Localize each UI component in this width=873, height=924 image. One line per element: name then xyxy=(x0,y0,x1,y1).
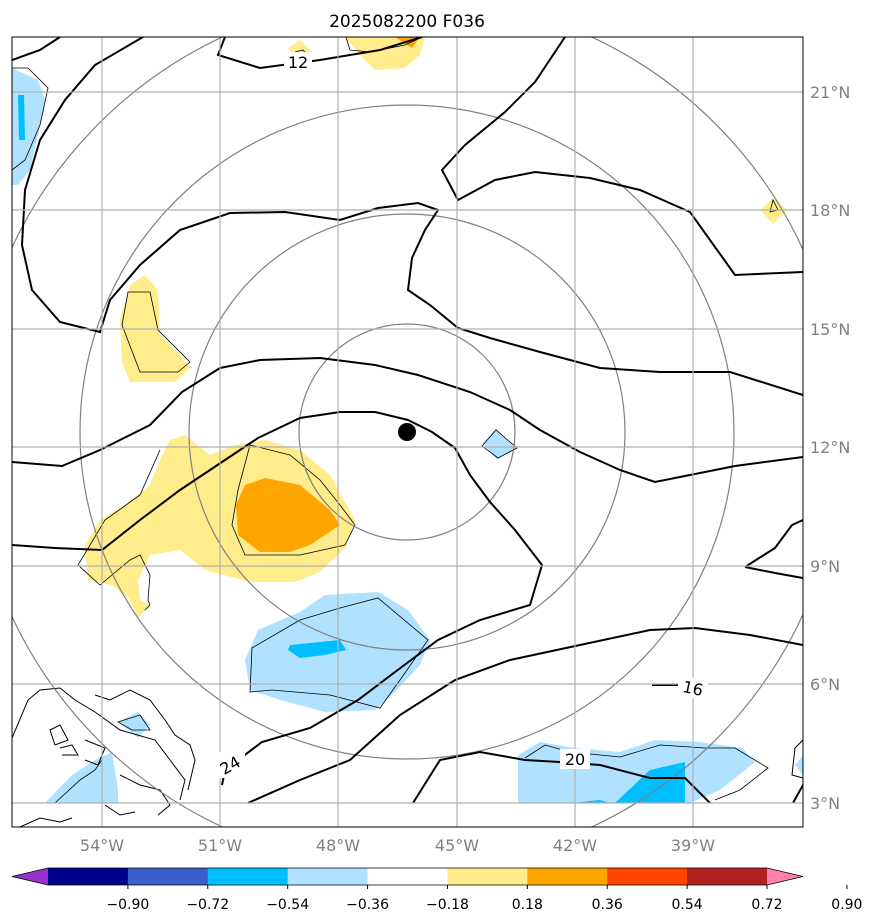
colorbar-tick-label: 0.54 xyxy=(672,897,703,913)
contour-label-12: 12 xyxy=(288,53,308,72)
lon-axis: 54°W 51°W 48°W 45°W 42°W 39°W xyxy=(80,836,715,855)
colorbar-tick-label: −0.54 xyxy=(266,897,309,913)
fill-neg-east-edge xyxy=(795,755,803,775)
lat-label: 21°N xyxy=(810,83,850,102)
fill-neg-southwest xyxy=(45,752,118,803)
coastlines xyxy=(12,687,803,827)
lat-label: 3°N xyxy=(810,794,840,813)
contour-label-16: 16 xyxy=(681,677,705,700)
colorbar-segment xyxy=(607,868,688,885)
colorbar-tick-label: −0.18 xyxy=(426,897,469,913)
colorbar-segment xyxy=(127,868,209,885)
colorbar-segment xyxy=(207,868,289,885)
colorbar-extend-low xyxy=(12,868,48,885)
lat-label: 15°N xyxy=(810,320,850,339)
colorbar-outline xyxy=(11,867,804,886)
lat-label: 9°N xyxy=(810,557,840,576)
map-frame xyxy=(11,36,804,828)
colorbar-tick-label: −0.36 xyxy=(346,897,389,913)
lon-label: 45°W xyxy=(435,836,479,855)
fill-pos-central-inner xyxy=(236,478,340,552)
colorbar-segment xyxy=(48,868,129,885)
colorbar-tick-label: −0.90 xyxy=(106,897,149,913)
lon-label: 51°W xyxy=(198,836,242,855)
fill-neg-northwest-inner xyxy=(18,95,25,140)
height-contours xyxy=(12,37,803,804)
storm-center-marker xyxy=(398,423,416,441)
colorbar-tick-label: 0.18 xyxy=(512,897,543,913)
range-circles xyxy=(12,37,803,827)
map-title: 2025082200 F036 xyxy=(329,12,485,32)
fill-neg-south-inner xyxy=(288,640,346,658)
colorbar-tick-label: −0.72 xyxy=(186,897,229,913)
colorbar-tick-label: 0.36 xyxy=(592,897,623,913)
colorbar-segment xyxy=(687,868,768,885)
colorbar-tick-label: 0.90 xyxy=(831,897,862,913)
lon-label: 42°W xyxy=(553,836,597,855)
contour-label-20: 20 xyxy=(565,750,585,769)
lat-label: 18°N xyxy=(810,201,850,220)
fill-neg-southeast-inner xyxy=(615,762,685,803)
lat-axis: 21°N 18°N 15°N 12°N 9°N 6°N 3°N xyxy=(810,83,850,813)
fill-neg-southeast-inner2 xyxy=(572,800,610,803)
lat-label: 6°N xyxy=(810,675,840,694)
colorbar-tick-label: 0.72 xyxy=(751,897,782,913)
map-plot-area: 12 16 20 24 xyxy=(12,37,803,827)
colorbar-segment xyxy=(447,868,528,885)
lon-label: 54°W xyxy=(80,836,124,855)
colorbar-extend-high xyxy=(767,868,803,885)
colorbar: −0.90 −0.72 −0.54 −0.36 −0.18 0.18 0.36 0.54 0.7… xyxy=(11,867,862,913)
colorbar-segment xyxy=(527,868,608,885)
lat-label: 12°N xyxy=(810,438,850,457)
lon-label: 39°W xyxy=(671,836,715,855)
colorbar-segment xyxy=(367,868,448,885)
lon-label: 48°W xyxy=(316,836,360,855)
colorbar-segment xyxy=(287,868,369,885)
